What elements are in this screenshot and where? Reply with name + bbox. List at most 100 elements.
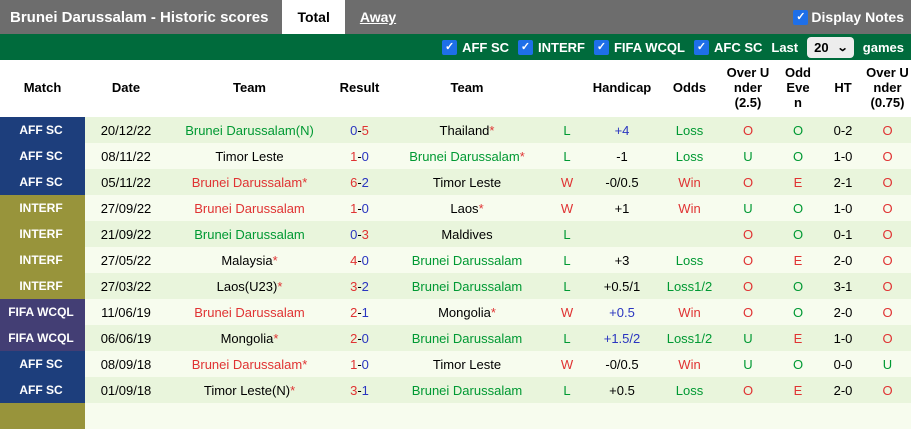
away-team-cell: Maldives <box>387 221 547 247</box>
date-cell: 27/09/22 <box>100 200 152 216</box>
home-team-cell: Timor Leste <box>167 143 332 169</box>
competition-badge: FIFA WCQL <box>0 325 85 351</box>
ht-cell: 0-2 <box>833 122 853 138</box>
odd-even-cell: O <box>792 200 804 216</box>
date-cell: 20/12/22 <box>100 122 152 138</box>
date-cell: 27/05/22 <box>100 252 152 268</box>
win-loss-cell: W <box>560 304 574 320</box>
home-score: 2 <box>350 304 358 320</box>
home-score: 1 <box>350 200 358 216</box>
away-team-cell: Brunei Darussalam <box>387 247 547 273</box>
competition-badge: AFF SC <box>0 377 85 403</box>
display-notes-checkbox[interactable]: ✓ <box>793 9 809 25</box>
result-cell: 3-1 <box>350 382 369 398</box>
away-score: 3 <box>361 226 369 242</box>
tab-total[interactable]: Total <box>282 0 345 34</box>
empty-cell <box>864 403 911 429</box>
odd-even-cell: E <box>793 174 803 190</box>
games-count-select[interactable]: 20 ⌄ <box>807 36 854 58</box>
win-loss-cell: L <box>563 148 571 164</box>
win-loss-cell: L <box>563 330 571 346</box>
odds-cell: Loss <box>675 382 704 398</box>
empty-cell <box>85 403 167 429</box>
over-under-25-cell: U <box>743 330 753 346</box>
over-under-075-cell: O <box>882 382 893 398</box>
table-row: AFF SC 08/11/22 Timor Leste 1-0 Brunei Darus… <box>0 143 911 169</box>
ht-cell: 3-1 <box>833 278 853 294</box>
result-cell: 1-0 <box>350 148 369 164</box>
empty-cell <box>774 403 822 429</box>
home-star-icon: * <box>490 304 496 320</box>
over-under-075-cell: O <box>882 148 893 164</box>
competition-badge: AFF SC <box>0 169 85 195</box>
ht-cell: 1-0 <box>833 200 853 216</box>
match-cell: FIFA WCQL <box>0 299 85 325</box>
over-under-25-cell: O <box>742 226 754 242</box>
home-score: 0 <box>350 226 358 242</box>
handicap-cell: +1 <box>614 200 630 216</box>
away-score: 1 <box>361 304 369 320</box>
team-name: Brunei Darussalam <box>191 174 303 190</box>
header-wl <box>547 60 587 117</box>
odds-cell: Loss <box>675 252 704 268</box>
ht-cell: 0-0 <box>833 356 853 372</box>
over-under-25-cell: U <box>743 200 753 216</box>
empty-cell <box>387 403 547 429</box>
date-cell: 08/11/22 <box>101 148 151 164</box>
win-loss-cell: L <box>563 122 571 138</box>
competition-badge: AFF SC <box>0 117 85 143</box>
team-name: Brunei Darussalam <box>411 330 523 346</box>
header-team-home: Team <box>167 60 332 117</box>
match-cell: AFF SC <box>0 377 85 403</box>
handicap-cell: -0/0.5 <box>605 356 639 372</box>
over-under-25-cell: U <box>743 356 753 372</box>
competition-badge <box>0 403 85 429</box>
away-team-cell: Timor Leste <box>387 351 547 377</box>
home-team-cell: Brunei Darussalam <box>167 195 332 221</box>
match-cell: FIFA WCQL <box>0 325 85 351</box>
fifa-wcql-label: FIFA WCQL <box>613 39 685 55</box>
fifa-wcql-checkbox[interactable]: ✓ <box>593 39 609 55</box>
home-star-icon: * <box>302 356 308 372</box>
empty-cell <box>657 403 722 429</box>
ht-cell: 1-0 <box>833 148 853 164</box>
team-name: Timor Leste <box>432 174 502 190</box>
team-name: Brunei Darussalam <box>411 252 523 268</box>
odd-even-cell: O <box>792 148 804 164</box>
table-row-partial <box>0 403 911 429</box>
team-name: Thailand <box>439 122 490 138</box>
ht-cell: 2-0 <box>833 252 853 268</box>
away-score: 0 <box>361 148 369 164</box>
over-under-075-cell: O <box>882 200 893 216</box>
home-team-cell: Laos(U23)* <box>167 273 332 299</box>
empty-cell <box>167 403 332 429</box>
home-star-icon: * <box>489 122 495 138</box>
header-date: Date <box>85 60 167 117</box>
handicap-cell: -1 <box>616 148 628 164</box>
empty-cell <box>822 403 864 429</box>
empty-cell <box>332 403 387 429</box>
header-over-under-25: Over Under (2.5) <box>722 60 774 117</box>
tab-away[interactable]: Away <box>359 9 397 25</box>
team-name: Brunei Darussalam <box>409 148 520 164</box>
handicap-cell <box>587 221 657 247</box>
table-row: FIFA WCQL 11/06/19 Brunei Darussalam 2-1 Mon… <box>0 299 911 325</box>
away-team-cell: Laos* <box>387 195 547 221</box>
date-cell: 27/03/22 <box>100 278 152 294</box>
over-under-075-cell: O <box>882 252 893 268</box>
interf-label: INTERF <box>538 39 585 55</box>
result-cell: 3-2 <box>350 278 369 294</box>
games-count-value: 20 <box>814 39 829 55</box>
home-score: 4 <box>350 252 358 268</box>
handicap-cell: +0.5 <box>609 304 635 320</box>
home-team-cell: Brunei Darussalam* <box>167 351 332 377</box>
win-loss-cell: L <box>563 252 571 268</box>
team-name: Timor Leste <box>432 356 502 372</box>
match-cell: INTERF <box>0 221 85 247</box>
header-handicap: Handicap <box>587 60 657 117</box>
afc-sc-checkbox[interactable]: ✓ <box>693 39 709 55</box>
interf-checkbox[interactable]: ✓ <box>518 39 534 55</box>
historic-scores-table: Match Date Team Result Team Handicap Odd… <box>0 60 911 429</box>
header-odds: Odds <box>657 60 722 117</box>
aff-sc-checkbox[interactable]: ✓ <box>442 39 458 55</box>
